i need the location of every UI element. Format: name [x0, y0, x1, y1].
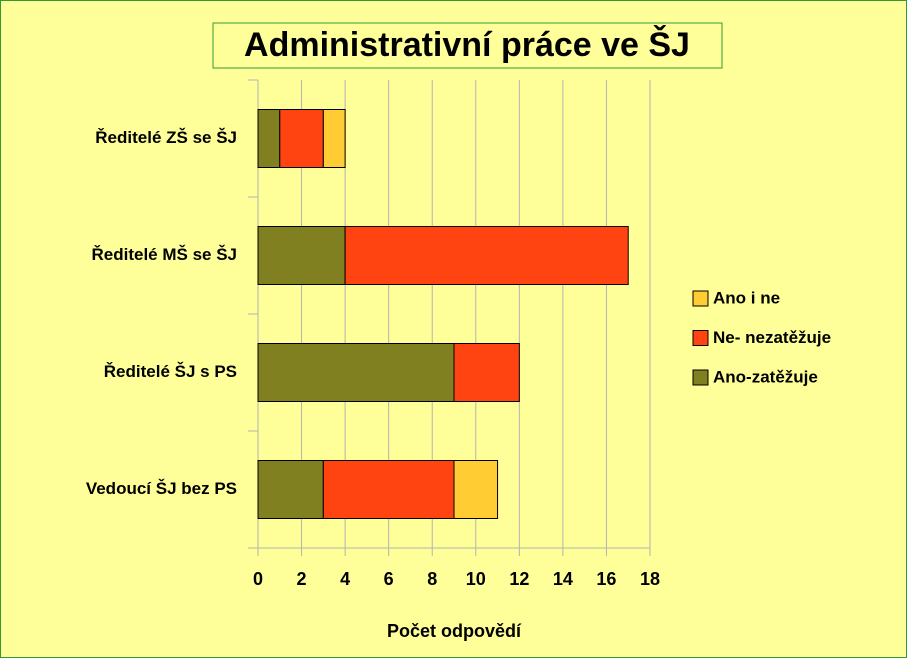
legend-swatch — [692, 330, 709, 346]
bar-segment — [257, 460, 324, 519]
x-tick-label: 4 — [340, 569, 350, 589]
legend-label: Ano-zatěžuje — [713, 367, 818, 386]
x-tick-label: 12 — [509, 569, 529, 589]
bar-segment — [453, 343, 520, 402]
bar-segment — [453, 460, 499, 519]
x-axis-label: Počet odpovědí — [387, 621, 522, 641]
bar-segment — [257, 226, 346, 285]
title-box — [212, 22, 723, 69]
legend-swatch — [692, 369, 709, 386]
y-tick-label: Vedoucí ŠJ bez PS — [86, 479, 237, 498]
x-tick-label: 6 — [384, 569, 394, 589]
bar-segment — [322, 460, 455, 519]
bar-segment — [344, 226, 629, 285]
bar-segment — [257, 343, 455, 402]
x-tick-label: 2 — [297, 569, 307, 589]
y-tick-label: Ředitelé ŠJ s PS — [104, 362, 237, 381]
chart-title: Administrativní práce ve ŠJ — [244, 25, 690, 64]
x-tick-label: 14 — [553, 569, 573, 589]
legend-label: Ne- nezatěžuje — [713, 328, 831, 347]
x-tick-label: 8 — [427, 569, 437, 589]
legend-swatch — [692, 290, 709, 307]
x-tick-label: 10 — [466, 569, 486, 589]
bar-segment — [257, 109, 281, 168]
y-tick-label: Ředitelé ZŠ se ŠJ — [95, 128, 237, 147]
x-tick-label: 0 — [253, 569, 263, 589]
bar-segment — [279, 109, 324, 168]
y-tick-label: Ředitelé MŠ se ŠJ — [91, 245, 237, 264]
x-tick-label: 16 — [596, 569, 616, 589]
legend-label: Ano i ne — [713, 288, 780, 307]
x-tick-label: 18 — [640, 569, 660, 589]
bar-segment — [322, 109, 346, 168]
